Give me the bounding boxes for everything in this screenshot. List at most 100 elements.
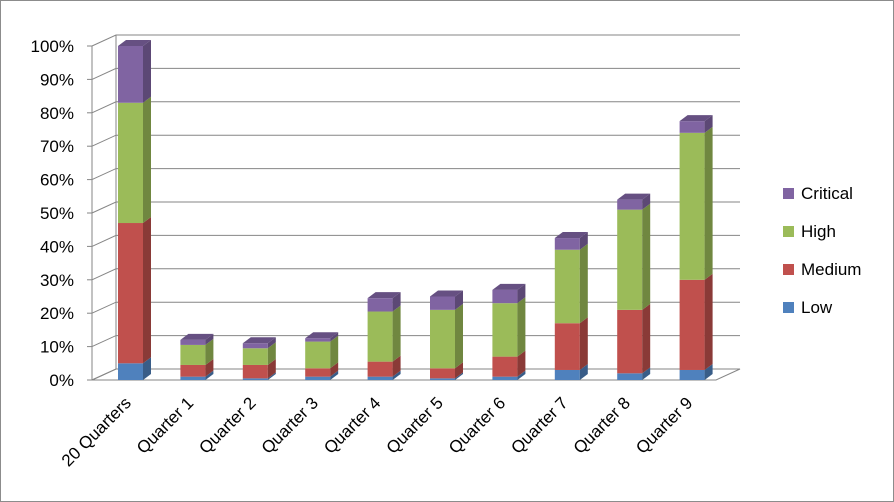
- bar-high-0: [118, 102, 143, 224]
- bar-low-5: [430, 378, 455, 380]
- bar-high-2-side: [267, 342, 276, 365]
- bar-low-5-side: [455, 372, 463, 380]
- y-tick-label: 0%: [49, 371, 74, 390]
- legend-swatch-low: [783, 302, 794, 313]
- x-tick-label: Quarter 9: [632, 393, 696, 457]
- bar-top-8: [617, 193, 651, 200]
- bar-low-7-side: [579, 363, 588, 380]
- bar-critical-8-side: [642, 193, 651, 210]
- bar-medium-4-side: [392, 355, 401, 377]
- y-tick-label: 100%: [31, 37, 74, 56]
- gridline: [91, 101, 740, 114]
- bar-low-9: [679, 369, 705, 380]
- bar-medium-0-side: [143, 217, 151, 364]
- y-tick-label: 90%: [40, 70, 74, 89]
- bar-top-6: [492, 283, 526, 290]
- bar-medium-6-side: [517, 350, 526, 377]
- x-tick-label: Quarter 6: [445, 393, 509, 457]
- bar-top-7: [554, 232, 588, 239]
- bar-high-2: [242, 348, 268, 365]
- bar-critical-5: [430, 296, 455, 310]
- bar-top-9: [679, 115, 713, 122]
- bar-high-7-side: [579, 243, 588, 324]
- bar-medium-5: [430, 368, 455, 379]
- bar-high-9-side: [704, 126, 713, 280]
- bar-top-3: [305, 332, 339, 339]
- y-tick-label: 60%: [40, 171, 74, 190]
- bar-low-4-side: [392, 370, 401, 380]
- x-tick-label: 20 Quarters: [58, 393, 135, 470]
- bar-low-8-side: [642, 367, 651, 380]
- bar-medium-8-side: [642, 303, 651, 374]
- bar-medium-0: [118, 223, 143, 364]
- x-tick-label: Quarter 1: [133, 393, 197, 457]
- bar-critical-0-side: [143, 40, 151, 103]
- legend-label-medium: Medium: [801, 260, 861, 279]
- bar-low-7: [554, 369, 580, 380]
- bar-critical-8: [617, 199, 643, 210]
- bar-critical-2-side: [267, 337, 276, 349]
- y-tick-label: 40%: [40, 237, 74, 256]
- bar-critical-6: [492, 289, 518, 304]
- gridline: [91, 67, 740, 80]
- bar-top-1: [180, 333, 214, 340]
- bar-critical-2: [242, 343, 268, 349]
- bar-high-3-side: [330, 335, 339, 369]
- legend-swatch-medium: [783, 264, 794, 275]
- y-tick-label: 80%: [40, 104, 74, 123]
- bar-low-2-side: [267, 372, 276, 380]
- bar-critical-6-side: [517, 283, 526, 304]
- y-tick-label: 20%: [40, 304, 74, 323]
- bar-critical-3-side: [330, 332, 339, 342]
- bar-top-4: [367, 292, 401, 299]
- bar-critical-9: [679, 121, 705, 133]
- bar-low-6-side: [517, 370, 526, 380]
- legend-label-critical: Critical: [801, 184, 853, 203]
- bar-medium-9: [679, 279, 705, 370]
- bar-medium-4: [367, 361, 393, 377]
- bar-high-6-side: [517, 297, 526, 357]
- bar-high-4-side: [392, 305, 401, 362]
- bar-medium-3: [305, 368, 331, 377]
- bar-top-5: [430, 290, 463, 297]
- bar-medium-5-side: [455, 362, 463, 379]
- bar-high-8: [617, 209, 643, 310]
- bar-low-6: [492, 376, 518, 380]
- legend-swatch-high: [783, 226, 794, 237]
- bar-high-1-side: [205, 338, 214, 365]
- bar-high-5: [430, 309, 455, 369]
- bar-high-6: [492, 303, 518, 357]
- x-tick-label: Quarter 8: [570, 393, 634, 457]
- bar-low-0-side: [143, 357, 151, 380]
- legend-label-low: Low: [801, 298, 833, 317]
- bar-low-9-side: [704, 363, 713, 380]
- bar-critical-7: [554, 238, 580, 250]
- bar-critical-4: [367, 298, 393, 312]
- bar-medium-9-side: [704, 273, 713, 370]
- bar-critical-5-side: [455, 290, 463, 310]
- x-tick-label: Quarter 3: [258, 393, 322, 457]
- bar-high-1: [180, 344, 206, 365]
- bar-high-0-side: [143, 96, 151, 224]
- bar-top-0: [118, 40, 151, 46]
- gridline: [91, 168, 740, 181]
- bar-critical-7-side: [579, 232, 588, 250]
- bar-medium-8: [617, 309, 643, 374]
- y-tick-label: 50%: [40, 204, 74, 223]
- bar-low-1: [180, 376, 206, 380]
- bar-medium-2-side: [267, 358, 276, 379]
- bar-high-8-side: [642, 203, 651, 310]
- bar-high-7: [554, 249, 580, 324]
- y-tick-label: 30%: [40, 271, 74, 290]
- bar-top-2: [242, 337, 276, 344]
- bar-low-0: [118, 363, 143, 380]
- y-tick-label: 70%: [40, 137, 74, 156]
- bar-critical-1-side: [205, 333, 214, 345]
- x-tick-label: Quarter 7: [507, 393, 571, 457]
- bar-high-5-side: [455, 303, 463, 369]
- bar-critical-0: [118, 46, 143, 103]
- bar-medium-2: [242, 364, 268, 379]
- bar-low-8: [617, 373, 643, 380]
- x-tick-label: Quarter 4: [320, 393, 384, 457]
